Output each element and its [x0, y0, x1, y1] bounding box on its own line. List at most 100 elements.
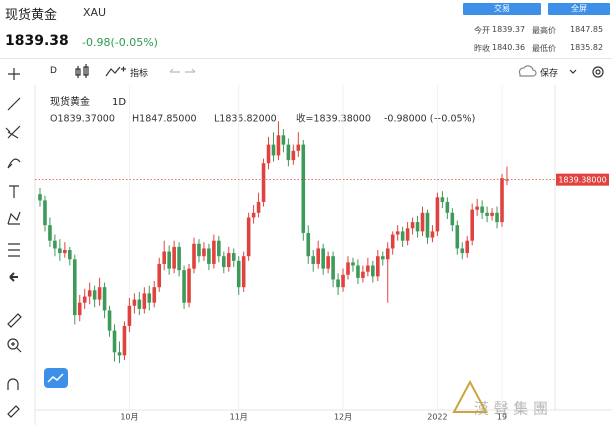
stat-label: 昨收 — [474, 44, 490, 53]
candle-body — [470, 209, 474, 241]
tool-icons — [5, 64, 604, 418]
x-tick-label: 11月 — [230, 413, 248, 422]
candle-body — [311, 256, 316, 264]
candle-body — [376, 256, 380, 277]
candle-body — [495, 212, 499, 223]
candle-body — [207, 248, 211, 264]
candle-body — [331, 256, 335, 280]
candle-body — [306, 232, 311, 257]
candle-body — [147, 293, 152, 303]
candle-body — [43, 200, 47, 226]
candle-body — [241, 256, 246, 288]
x-tick-label: 2022 — [427, 413, 447, 422]
candle-body — [87, 290, 92, 297]
candle-body — [236, 260, 241, 288]
candle-body — [112, 330, 117, 353]
candle-body — [490, 212, 494, 216]
candle-body — [281, 135, 286, 145]
candle-body — [152, 287, 157, 303]
legend-high: H1847.85000 — [132, 114, 197, 125]
candle-body — [261, 163, 266, 202]
symbol: XAU — [83, 6, 107, 19]
candle-body — [430, 231, 435, 238]
candle-body — [321, 248, 325, 269]
candle-body — [356, 265, 360, 278]
candle-body — [217, 240, 221, 257]
candle-body — [405, 228, 410, 241]
stat-label: 最低价 — [532, 44, 556, 53]
stat-label: 今开 — [474, 26, 490, 35]
candle-body — [485, 212, 489, 216]
candle-body — [465, 240, 470, 254]
candle-body — [58, 248, 62, 254]
logo-mark — [47, 373, 64, 383]
candle-body — [380, 256, 385, 260]
candle-body — [132, 299, 137, 306]
legend-symbol: 现货黄金 — [50, 95, 90, 108]
watermark: 漢 聲 集 團 — [474, 400, 548, 418]
candle-body — [177, 246, 181, 271]
candle-body — [122, 325, 127, 356]
legend-close: 收=1839.38000 — [296, 113, 371, 125]
candle-body — [475, 206, 479, 210]
candle-body — [425, 212, 430, 238]
last-price-label: 1839.38000 — [558, 176, 606, 185]
candle-body — [117, 352, 122, 356]
legend-interval: 1D — [112, 97, 126, 108]
candle-body — [276, 135, 281, 156]
candle-body — [251, 212, 256, 218]
candle-body — [192, 243, 196, 269]
candle-body — [182, 270, 186, 303]
candle-body — [197, 243, 201, 257]
candle-body — [63, 250, 67, 254]
candle-body — [291, 150, 296, 161]
title: 现货黄金 — [5, 8, 58, 23]
candle-body — [385, 248, 390, 260]
candle-body — [231, 253, 236, 261]
toolbar-icons — [5, 64, 604, 418]
candle-body — [222, 256, 226, 268]
candle-body — [246, 217, 251, 257]
watermark-logo — [452, 379, 488, 413]
candle-body — [395, 231, 400, 235]
candle-body — [420, 212, 425, 232]
candle-body — [68, 250, 72, 260]
candle-body — [266, 144, 271, 164]
save-button[interactable]: 保存 — [540, 69, 559, 79]
stat-value: 1839.37 — [492, 25, 526, 34]
divider — [0, 58, 612, 59]
x-tick-label: 12月 — [334, 413, 352, 422]
interval-button[interactable]: D — [50, 66, 57, 76]
candle-body — [102, 287, 107, 311]
candle-body — [301, 144, 306, 233]
candle-body — [371, 265, 375, 277]
stat-label: 最高价 — [532, 26, 556, 35]
candle-body — [500, 178, 504, 223]
trade-button[interactable]: 交易 — [463, 3, 541, 15]
candle-body — [326, 256, 330, 269]
candle-body — [400, 231, 405, 241]
candle-body — [48, 225, 52, 241]
candle-body — [97, 287, 102, 300]
stat-value: 1840.36 — [492, 43, 526, 52]
fullscreen-button[interactable]: 全屏 — [548, 3, 610, 15]
x-tick-label: 19 — [497, 413, 507, 422]
candle-body — [53, 240, 57, 249]
indicators-button[interactable]: 指标 — [130, 69, 149, 79]
logo-badge[interactable] — [44, 368, 68, 388]
candle-body — [271, 144, 276, 156]
candle-body — [450, 212, 455, 226]
candle-body — [336, 279, 340, 288]
legend-open: O1839.37000 — [50, 114, 115, 125]
candle-body — [390, 234, 395, 249]
candle-body — [316, 248, 320, 264]
candle-body — [296, 144, 301, 151]
candle-body — [410, 222, 415, 229]
candle-body — [256, 201, 261, 213]
candle-body — [286, 144, 291, 161]
candle-body — [167, 251, 171, 269]
candle-body — [72, 259, 77, 316]
candle-body — [157, 263, 162, 288]
